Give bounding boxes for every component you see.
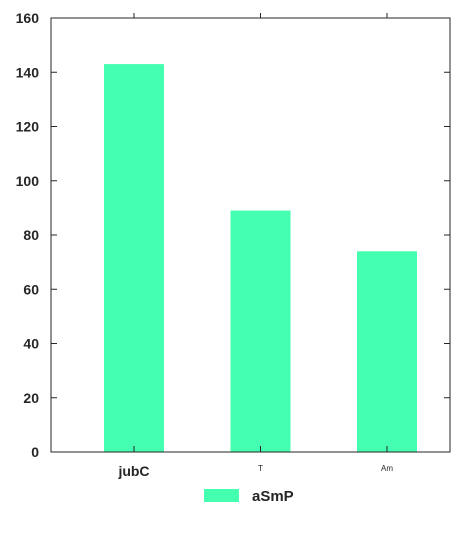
bars-group: [104, 64, 417, 453]
y-tick-label: 80: [23, 227, 39, 243]
y-tick-label: 140: [16, 64, 40, 80]
x-tick-label: jubC: [117, 463, 149, 479]
y-tick-label: 20: [23, 390, 39, 406]
legend-label: aSmP: [252, 488, 294, 505]
y-tick-label: 40: [23, 336, 39, 352]
bar-T: [230, 210, 291, 452]
y-tick-label: 160: [16, 10, 40, 26]
y-tick-label: 0: [31, 444, 39, 460]
bar-Am: [357, 251, 417, 452]
x-tick-label: Am: [381, 464, 393, 473]
y-tick-label: 100: [16, 173, 40, 189]
bar-jubC: [104, 64, 164, 453]
legend: aSmP: [204, 488, 294, 505]
y-axis: 0 20 40 60 80 100 120 140 160: [16, 10, 450, 460]
x-axis: jubC T Am: [117, 13, 393, 479]
y-tick-label: 60: [23, 281, 39, 297]
x-tick-label: T: [258, 464, 263, 473]
legend-swatch: [204, 489, 239, 502]
y-tick-label: 120: [16, 119, 40, 135]
